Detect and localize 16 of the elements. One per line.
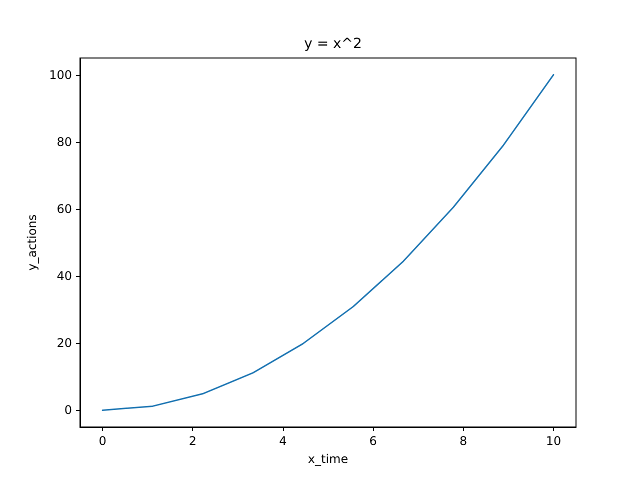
- line-series: [102, 74, 554, 411]
- y-tick-label: 100: [49, 68, 72, 82]
- x-tick-label: 4: [279, 434, 287, 448]
- y-tick-label: 0: [64, 403, 72, 418]
- y-tick-label: 80: [56, 134, 72, 149]
- x-tick-label: 0: [98, 434, 106, 448]
- x-tick-label: 2: [188, 434, 197, 448]
- y-tick-label: 20: [56, 336, 72, 350]
- y-tick-label: 40: [56, 269, 72, 284]
- x-tick-label: 10: [546, 434, 562, 448]
- chart-title: y = x^2: [304, 36, 362, 52]
- x-tick-label: 8: [459, 434, 468, 448]
- y-axis-title: y_actions: [25, 214, 40, 271]
- x-tick-label: 6: [369, 434, 377, 448]
- x-axis-title: x_time: [308, 452, 348, 466]
- y-tick-label: 60: [56, 202, 72, 216]
